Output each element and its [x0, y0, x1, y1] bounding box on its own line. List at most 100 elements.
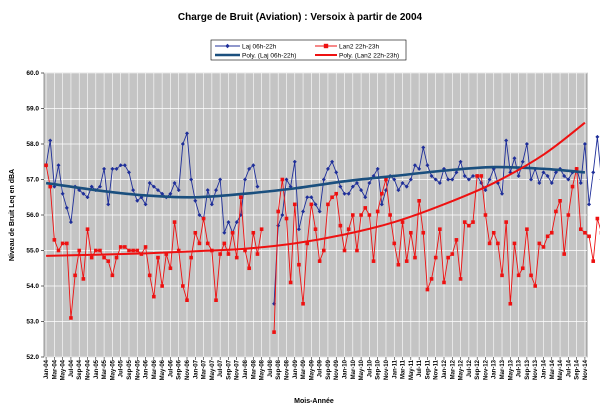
- point-1: [450, 252, 455, 256]
- point-1: [583, 230, 587, 235]
- point-1: [326, 202, 330, 207]
- point-0: [541, 170, 546, 175]
- point-1: [355, 248, 359, 253]
- xtick-label: Sep-11: [425, 359, 431, 379]
- point-0: [151, 184, 156, 189]
- point-1: [168, 266, 173, 271]
- ytick-label: 58.0: [26, 141, 39, 148]
- point-1: [500, 273, 504, 278]
- xtick-label: Nov-08: [284, 359, 290, 380]
- point-1: [475, 174, 479, 178]
- point-0: [454, 170, 459, 175]
- point-0: [197, 213, 202, 217]
- point-0: [359, 188, 364, 193]
- point-0: [537, 181, 542, 186]
- xtick-label: Nov-04: [86, 359, 92, 380]
- xtick-label: Jul-07: [218, 359, 224, 377]
- point-1: [334, 191, 339, 196]
- xtick-label: Mar-11: [401, 359, 407, 379]
- point-0: [363, 195, 368, 200]
- point-0: [114, 166, 119, 171]
- point-1: [388, 213, 392, 217]
- point-1: [247, 266, 251, 271]
- point-1: [392, 241, 397, 246]
- point-1: [317, 259, 322, 263]
- point-0: [64, 205, 69, 210]
- point-0: [354, 181, 359, 186]
- point-0: [172, 181, 177, 186]
- point-0: [516, 173, 521, 178]
- xtick-label: May-11: [409, 359, 415, 380]
- point-0: [160, 191, 165, 196]
- point-1: [106, 259, 111, 263]
- point-0: [147, 181, 152, 186]
- xtick-label: Jan-13: [492, 359, 498, 379]
- xtick-label: Nov-14: [583, 359, 589, 380]
- point-1: [421, 230, 426, 235]
- point-1: [380, 191, 384, 196]
- point-0: [280, 213, 285, 217]
- point-0: [487, 177, 492, 182]
- point-1: [305, 241, 310, 246]
- ytick-label: 52.0: [26, 354, 39, 361]
- xtick-label: May-07: [210, 359, 216, 380]
- point-1: [429, 277, 434, 281]
- point-1: [491, 230, 496, 235]
- point-1: [471, 220, 475, 224]
- xtick-label: Sep-07: [226, 359, 232, 379]
- point-1: [520, 266, 525, 271]
- point-0: [330, 159, 335, 164]
- point-1: [462, 220, 467, 224]
- x-axis-title: Mois-Année: [294, 398, 334, 405]
- point-0: [155, 188, 160, 193]
- point-0: [466, 177, 471, 182]
- point-0: [545, 173, 550, 178]
- point-0: [396, 188, 401, 193]
- xtick-label: Jul-08: [268, 359, 274, 377]
- point-0: [106, 202, 111, 207]
- point-0: [446, 177, 451, 182]
- point-1: [292, 202, 297, 207]
- point-0: [450, 177, 455, 182]
- point-0: [135, 198, 140, 203]
- xtick-label: Nov-13: [533, 359, 539, 380]
- point-0: [89, 184, 94, 189]
- point-1: [487, 241, 492, 246]
- point-0: [346, 191, 351, 196]
- point-1: [496, 241, 500, 246]
- xtick-label: Sep-05: [127, 359, 133, 379]
- point-1: [284, 216, 289, 221]
- xtick-label: Jul-06: [168, 359, 174, 377]
- point-1: [330, 195, 334, 200]
- ytick-label: 57.0: [26, 177, 39, 184]
- point-0: [408, 177, 413, 182]
- xtick-label: Mar-08: [251, 359, 257, 379]
- xtick-label: Mar-10: [351, 359, 357, 379]
- trendline-3: [46, 121, 586, 257]
- point-0: [582, 142, 587, 146]
- point-0: [595, 134, 600, 139]
- point-0: [255, 184, 260, 189]
- y-axis-title: Niveau de Bruit Leq en dBA: [9, 169, 16, 261]
- point-0: [176, 188, 181, 193]
- point-0: [56, 163, 61, 168]
- ytick-label: 55.0: [26, 248, 39, 255]
- xtick-label: Jul-05: [119, 359, 125, 377]
- point-0: [234, 220, 239, 225]
- point-1: [541, 245, 546, 249]
- point-0: [379, 202, 384, 207]
- point-1: [359, 213, 363, 217]
- xtick-label: Mar-06: [152, 359, 158, 379]
- point-1: [255, 252, 260, 256]
- xtick-label: Jan-14: [541, 359, 547, 379]
- point-0: [591, 170, 596, 175]
- point-0: [400, 181, 405, 186]
- point-1: [587, 234, 591, 239]
- point-1: [98, 248, 102, 253]
- point-1: [504, 220, 508, 224]
- xtick-label: Jan-05: [94, 359, 100, 379]
- point-1: [189, 255, 193, 260]
- point-1: [313, 227, 318, 231]
- point-0: [524, 142, 529, 146]
- point-1: [297, 262, 301, 267]
